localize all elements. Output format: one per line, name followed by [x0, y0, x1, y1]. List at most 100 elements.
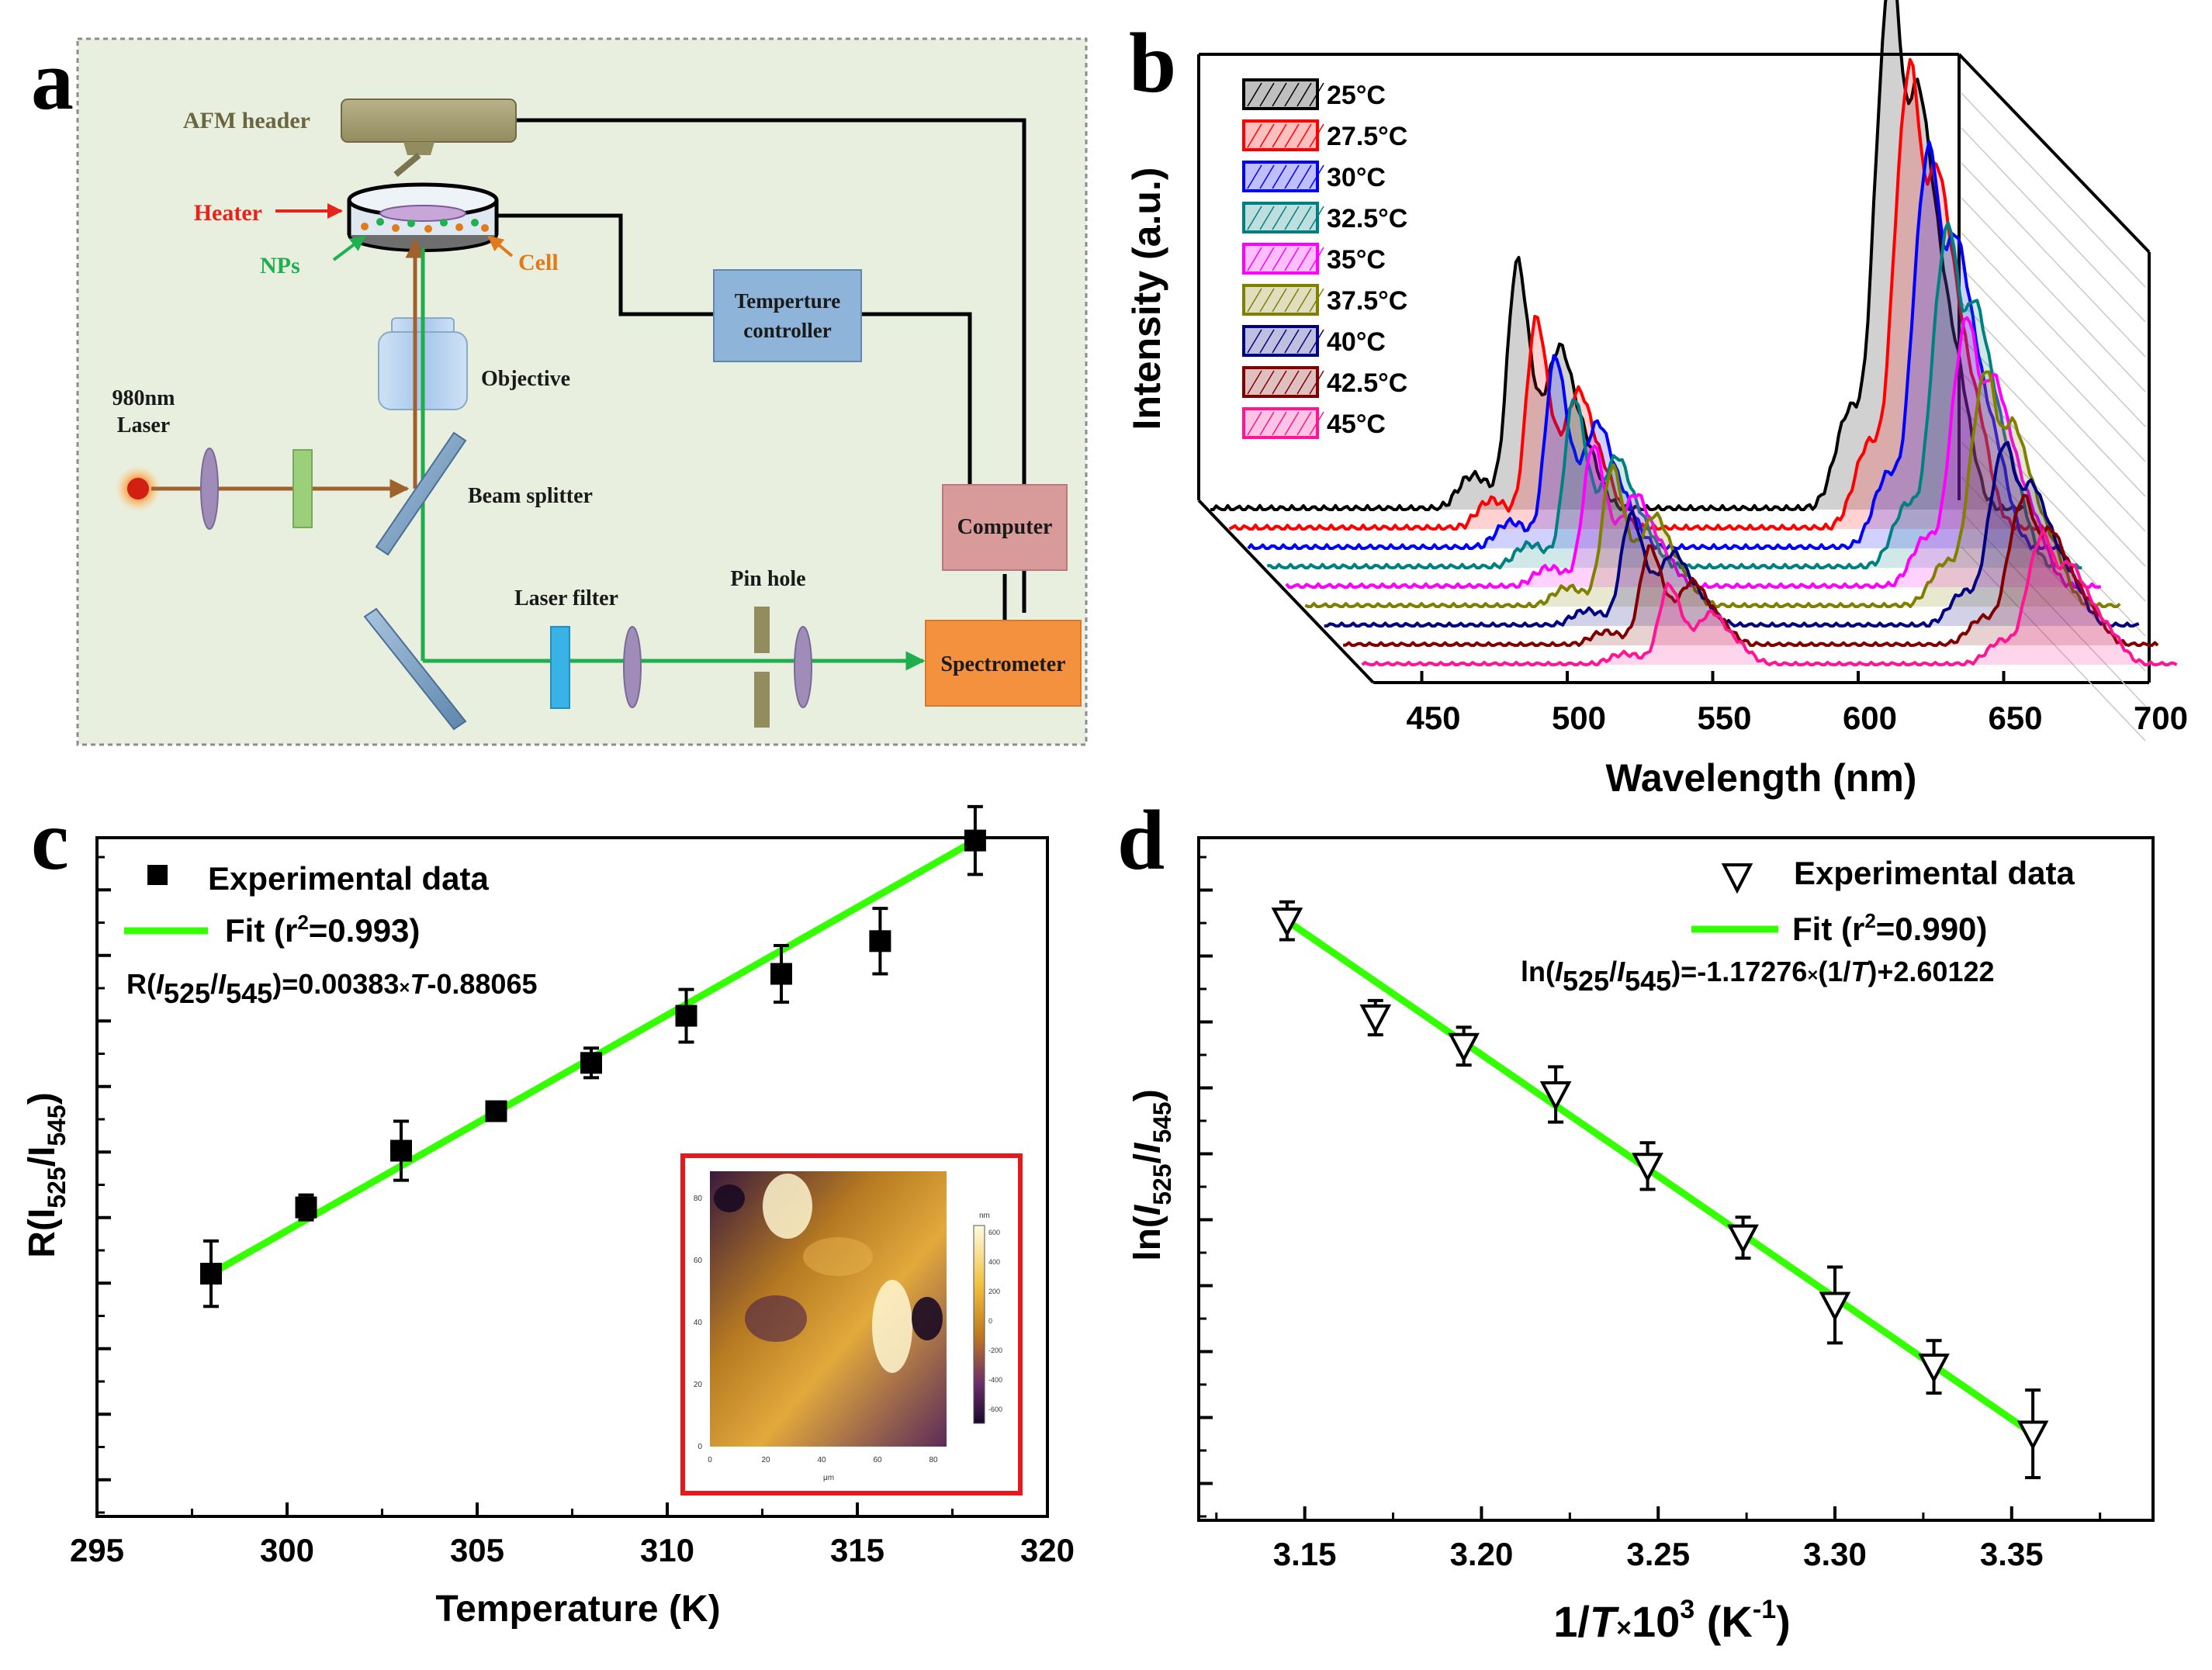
x-tick-label: 310: [640, 1532, 694, 1568]
label-computer: Computer: [957, 515, 1053, 539]
label-nps: NPs: [260, 253, 300, 278]
spectrum-fill-3: [1267, 223, 2082, 568]
sample-cell: [347, 182, 499, 252]
b-legend-hatch: [1296, 370, 1312, 395]
b-legend-hatch: [1259, 370, 1275, 395]
b-legend-hatch: [1296, 247, 1312, 271]
d-x-axis-label: 1/T×103 (K-1): [1553, 1595, 1791, 1646]
b-legend-hatch: [1259, 247, 1275, 271]
b-legend-hatch: [1272, 82, 1287, 107]
afm-bright-feature-2: [872, 1280, 912, 1373]
cell-arrow: [487, 235, 514, 258]
b-legend-hatch: [1272, 206, 1287, 230]
spectrum-line-25°C: [1210, 0, 2026, 511]
afm-scale-tick: 200: [988, 1288, 1000, 1295]
spectrometer-box: [925, 620, 1082, 707]
data-point-2: [1448, 1032, 1480, 1063]
b-y-axis-label: Intensity (a.u.): [1125, 168, 1168, 430]
afm-image: [710, 1171, 947, 1447]
wall-grid-line: [1961, 92, 2146, 288]
label-heater: Heater: [194, 200, 262, 226]
b-legend-hatch: [1272, 247, 1287, 271]
b-legend-hatch: [1247, 82, 1262, 107]
data-point-3: [485, 1100, 507, 1122]
afm-bright-feature-1: [763, 1174, 812, 1239]
afm-inset-ticks: 0 20 40 60 80 0 20 40 60 80 600 400 200 0 -200 -400 -600: [694, 1195, 1002, 1464]
afm-x-tick: 80: [929, 1456, 938, 1464]
panel-d-ln-ratio-vs-inverse-temperature: d 3.15 3.20 3.25 3.30 3.35 Experimental data…: [1117, 793, 2155, 1646]
spectrum-fill-8: [1362, 531, 2177, 665]
b-legend-hatch: [1284, 123, 1300, 148]
b-x-tick-label: 550: [1697, 700, 1751, 736]
afm-tip: [393, 152, 421, 178]
c-inset-afm: 0 20 40 60 80 0 20 40 60 80 600 400 200 0 -200 -400 -600…: [680, 1153, 1023, 1495]
b-x-tick-label: 500: [1552, 700, 1606, 736]
afm-scale-tick: -600: [988, 1405, 1002, 1413]
panel-letter-b: b: [1129, 16, 1176, 110]
c-fit-equation: R(I525/I545)=0.00383×T-0.88065: [126, 968, 538, 1009]
b-legend-hatch: [1296, 411, 1312, 436]
spectrum-fill-6: [1324, 442, 2139, 626]
mirror: [363, 607, 467, 731]
b-legend-hatch: [1259, 206, 1275, 230]
afm-dark-feature-2: [912, 1297, 943, 1340]
b-legend-hatch: [1284, 411, 1300, 436]
nanoparticles: [361, 218, 489, 233]
data-point-5: [1727, 1224, 1759, 1254]
data-point-3: [1539, 1081, 1572, 1112]
d-legend-fit: Fit (r2=0.990): [1792, 909, 1987, 947]
schematic-background: [76, 37, 1088, 746]
b-legend-hatch: [1284, 370, 1300, 395]
nps-arrow: [332, 235, 366, 261]
b-legend-hatch: [1296, 82, 1312, 107]
temperature-controller-box: [713, 269, 862, 362]
b-legend-hatch: [1272, 123, 1287, 148]
b-legend-hatch: [1309, 329, 1324, 354]
label-cell: Cell: [518, 250, 559, 275]
b-legend-hatch: [1272, 329, 1287, 354]
b-legend-label-7: 42.5°C: [1327, 368, 1407, 398]
afm-x-tick: 60: [873, 1456, 882, 1464]
afm-scale-tick: 600: [988, 1229, 1000, 1236]
data-point-7: [1918, 1354, 1950, 1384]
b-legend-hatch: [1259, 288, 1275, 313]
label-spectrometer: Spectrometer: [940, 652, 1065, 676]
data-point-4: [580, 1052, 602, 1074]
data-point-6: [770, 963, 792, 985]
c-x-axis-label: Temperature (K): [435, 1589, 720, 1630]
data-point-4: [1632, 1153, 1663, 1183]
label-laser-filter: Laser filter: [514, 586, 618, 610]
x-tick-label: 300: [260, 1532, 314, 1568]
b-legend-hatch: [1284, 164, 1300, 189]
c-legend-marker: [147, 865, 168, 885]
b-legend-hatch: [1296, 329, 1312, 354]
afm-x-tick: 20: [761, 1456, 770, 1464]
afm-header-block: [341, 99, 517, 143]
data-point-8: [964, 829, 986, 852]
b-legend-label-6: 40°C: [1327, 327, 1386, 357]
b-legend-label-3: 32.5°C: [1327, 204, 1407, 233]
b-legend-hatch: [1259, 164, 1275, 189]
x-tick-label: 3.15: [1273, 1536, 1337, 1572]
afm-y-tick: 60: [694, 1257, 703, 1265]
b-legend-label-8: 45°C: [1327, 410, 1386, 439]
data-point-1: [1359, 1004, 1392, 1035]
spectra-curves: [1210, 0, 2178, 666]
d-legend-experimental: Experimental data: [1794, 855, 2075, 891]
b-legend-label-0: 25°C: [1327, 81, 1386, 110]
x-tick-label: 320: [1020, 1532, 1075, 1568]
b-legend-hatch: [1309, 206, 1324, 230]
lens-2: [623, 626, 642, 708]
panel-c-ratio-vs-temperature: c 295 300 305 310 315 320 Experimental data F…: [22, 793, 1075, 1630]
b-x-tick-label: 450: [1406, 700, 1460, 736]
x-tick-label: 3.20: [1450, 1536, 1514, 1572]
data-point-6: [1819, 1291, 1851, 1322]
c-data-points: [200, 804, 986, 1309]
laser-source: [127, 478, 149, 500]
afm-scale-tick: -200: [988, 1347, 1002, 1354]
b-legend-hatch: [1284, 247, 1300, 271]
b-legend-hatch: [1259, 411, 1275, 436]
c-axes: 295 300 305 310 315 320: [70, 856, 1075, 1568]
d-data-points: [1271, 900, 2049, 1479]
label-objective: Objective: [481, 367, 570, 391]
